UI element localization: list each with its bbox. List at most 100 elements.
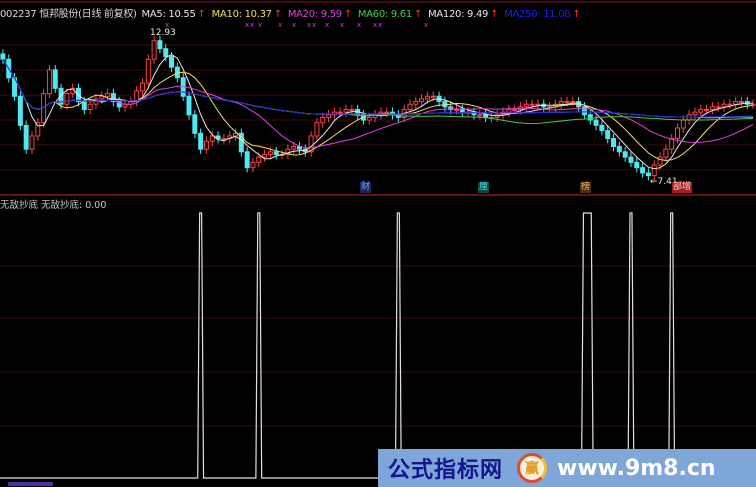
candle-body bbox=[46, 69, 52, 95]
x-marker: x bbox=[245, 21, 249, 29]
ma-label-2: MA20: 9.59 bbox=[287, 9, 342, 20]
up-arrow-icon: ↑ bbox=[490, 9, 499, 20]
candle-body bbox=[413, 101, 419, 105]
ma-label-0: MA5: 10.55 bbox=[141, 9, 196, 20]
candle-body bbox=[87, 103, 93, 110]
candle-body bbox=[651, 164, 657, 177]
candle-body bbox=[558, 101, 564, 105]
x-marker: x bbox=[312, 21, 316, 29]
x-marker: x bbox=[258, 21, 262, 29]
ma-label-5: MA250: 11.08 bbox=[504, 9, 571, 20]
stock-title: 002237 恒邦股份(日线 前复权) bbox=[0, 9, 137, 20]
candle-body bbox=[157, 40, 163, 50]
up-arrow-icon: ↑ bbox=[413, 9, 423, 20]
x-marker: x bbox=[165, 21, 169, 29]
candle-body bbox=[99, 95, 105, 100]
ma-label-3: MA60: 9.61 bbox=[357, 9, 412, 20]
up-arrow-icon: ↑ bbox=[197, 9, 206, 20]
event-label: 榜 bbox=[581, 182, 591, 192]
candle-body bbox=[570, 101, 576, 104]
candle-body bbox=[407, 103, 413, 110]
candle-body bbox=[692, 111, 698, 116]
event-marker-1[interactable]: 厘 bbox=[478, 182, 490, 193]
candle-body bbox=[733, 101, 739, 105]
event-label: 财 bbox=[361, 182, 371, 192]
candle-body bbox=[192, 114, 198, 134]
candle-body bbox=[721, 103, 727, 108]
candle-body bbox=[233, 132, 239, 137]
candle-body bbox=[471, 111, 477, 116]
candle-body bbox=[506, 108, 512, 113]
x-marker: x bbox=[278, 21, 282, 29]
candle-body bbox=[337, 111, 343, 114]
candle-body bbox=[657, 156, 663, 166]
event-marker-3[interactable]: 部增 bbox=[672, 182, 693, 193]
candle-body bbox=[599, 124, 605, 132]
up-arrow-icon: ↑ bbox=[343, 9, 352, 20]
candle-body bbox=[186, 95, 192, 116]
up-arrow-icon: ↑ bbox=[273, 9, 282, 20]
candle-body bbox=[17, 95, 23, 126]
candle-body bbox=[326, 114, 332, 118]
candle-body bbox=[523, 103, 529, 108]
x-marker: x bbox=[378, 21, 382, 29]
candle-body bbox=[419, 98, 425, 103]
candle-body bbox=[698, 108, 704, 113]
candle-body bbox=[424, 95, 430, 100]
candle-body bbox=[750, 103, 756, 106]
event-label: 厘 bbox=[479, 182, 489, 192]
candle-body bbox=[634, 161, 640, 169]
event-marker-0[interactable]: 财 bbox=[360, 182, 372, 193]
candle-body bbox=[296, 146, 302, 150]
axis-scrollbar bbox=[8, 482, 53, 486]
candle-body bbox=[628, 156, 634, 163]
watermark-url: www.9m8.cn bbox=[557, 455, 716, 481]
candle-body bbox=[209, 135, 215, 142]
candle-body bbox=[273, 151, 279, 155]
candle-body bbox=[134, 90, 140, 103]
x-marker: x bbox=[292, 21, 296, 29]
signal-line bbox=[0, 212, 756, 479]
candle-body bbox=[64, 93, 70, 105]
candle-body bbox=[238, 132, 244, 153]
candle-body bbox=[139, 82, 145, 92]
watermark-text: 公式指标网 bbox=[388, 458, 504, 483]
candle-body bbox=[244, 151, 250, 169]
candle-body bbox=[477, 114, 483, 117]
event-label: 部增 bbox=[673, 182, 692, 192]
candle-body bbox=[343, 108, 349, 113]
candle-body bbox=[215, 135, 221, 140]
candle-body bbox=[605, 130, 611, 140]
ma5-line bbox=[2, 53, 754, 170]
candle-body bbox=[430, 95, 436, 98]
candle-body bbox=[454, 108, 460, 111]
candle-body bbox=[622, 151, 628, 158]
candle-body bbox=[23, 124, 29, 150]
candle-body bbox=[0, 53, 6, 60]
x-marker: x bbox=[357, 21, 361, 29]
x-marker: x bbox=[373, 21, 377, 29]
watermark-banner: 公式指标网 赢 www.9m8.cn bbox=[378, 449, 756, 487]
candle-body bbox=[645, 172, 651, 177]
candle-body bbox=[640, 167, 646, 174]
candle-body bbox=[529, 103, 535, 106]
candle-body bbox=[29, 135, 35, 150]
candle-body bbox=[198, 132, 204, 150]
candle-body bbox=[564, 101, 570, 104]
candle-body bbox=[110, 93, 116, 103]
candle-body bbox=[163, 48, 169, 58]
x-marker: x bbox=[307, 21, 311, 29]
candle-body bbox=[221, 138, 227, 141]
candle-body bbox=[262, 153, 268, 158]
price-panel-header: 002237 恒邦股份(日线 前复权) MA5: 10.55 ↑ MA10: 10.… bbox=[0, 5, 588, 20]
event-marker-2[interactable]: 榜 bbox=[580, 182, 592, 193]
candle-body bbox=[384, 111, 390, 114]
candle-body bbox=[616, 146, 622, 153]
candle-body bbox=[663, 148, 669, 158]
candle-body bbox=[535, 103, 541, 106]
candle-body bbox=[145, 58, 151, 84]
ma20-line bbox=[2, 58, 754, 149]
candle-body bbox=[116, 101, 122, 108]
candle-body bbox=[250, 161, 256, 169]
